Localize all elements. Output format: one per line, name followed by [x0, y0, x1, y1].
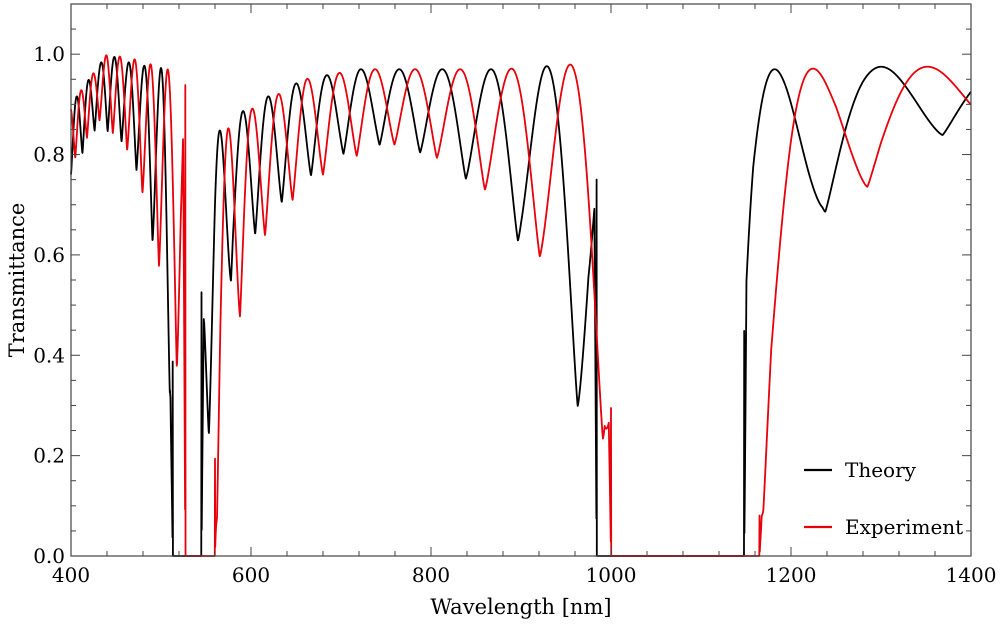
x-tick-labels: 400 600 800 1000 1200 1400 [52, 563, 997, 587]
legend: Theory Experiment [804, 458, 963, 539]
x-tick-label: 1000 [586, 563, 637, 587]
series-line-experiment [70, 54, 972, 557]
y-tick-label: 1.0 [33, 42, 65, 66]
ticks-layer [70, 3, 972, 557]
legend-label-theory: Theory [845, 458, 917, 482]
x-tick-label: 600 [232, 563, 270, 587]
x-axis-title: Wavelength [nm] [430, 595, 611, 619]
x-tick-label: 800 [412, 563, 450, 587]
x-tick-label: 1200 [766, 563, 817, 587]
x-tick-label: 400 [52, 563, 90, 587]
y-tick-label: 0.6 [33, 243, 65, 267]
y-axis-title: Transmittance [5, 203, 29, 358]
series-line-theory [70, 56, 972, 557]
legend-label-experiment: Experiment [845, 515, 963, 539]
y-tick-label: 0.0 [33, 544, 65, 568]
plot-background [71, 4, 971, 556]
x-tick-label: 1400 [946, 563, 997, 587]
series-layer [70, 54, 972, 557]
y-tick-label: 0.8 [33, 143, 65, 167]
y-tick-labels: 0.0 0.2 0.4 0.6 0.8 1.0 [33, 42, 65, 568]
y-tick-label: 0.2 [33, 444, 65, 468]
y-tick-label: 0.4 [33, 343, 65, 367]
